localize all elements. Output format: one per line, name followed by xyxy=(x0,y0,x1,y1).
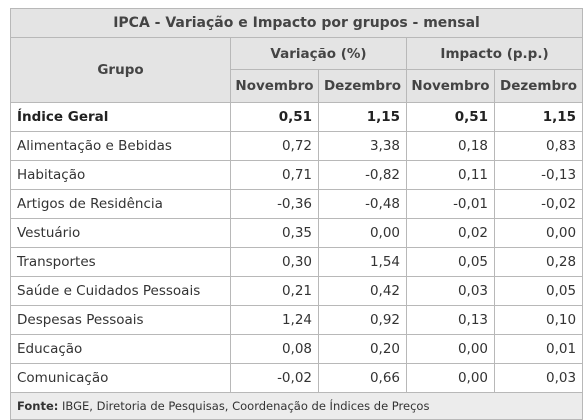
cell-variacao-dezembro: -0,82 xyxy=(318,160,407,190)
row-group-name: Artigos de Residência xyxy=(10,189,231,219)
table-row: Alimentação e Bebidas 0,72 3,38 0,18 0,83 xyxy=(10,131,584,161)
table-row: Artigos de Residência -0,36 -0,48 -0,01 -0,0… xyxy=(10,189,584,219)
table-row: Educação 0,08 0,20 0,00 0,01 xyxy=(10,334,584,364)
table-row: Despesas Pessoais 1,24 0,92 0,13 0,10 xyxy=(10,305,584,335)
cell-impacto-novembro: 0,13 xyxy=(406,305,495,335)
row-group-name: Alimentação e Bebidas xyxy=(10,131,231,161)
cell-variacao-dezembro: 0,42 xyxy=(318,276,407,306)
cell-impacto-dezembro: 0,05 xyxy=(493,276,584,306)
table-footer: Fonte: IBGE, Diretoria de Pesquisas, Coo… xyxy=(9,392,584,420)
cell-variacao-dezembro: 1,54 xyxy=(318,247,407,277)
cell-impacto-dezembro: 0,03 xyxy=(493,363,584,393)
row-group-name: Comunicação xyxy=(10,363,231,393)
header-impacto-dezembro: Dezembro xyxy=(493,69,584,103)
row-group-name: Educação xyxy=(10,334,231,364)
cell-impacto-dezembro: 0,01 xyxy=(493,334,584,364)
row-group-name: Habitação xyxy=(10,160,231,190)
cell-variacao-dezembro: 0,66 xyxy=(318,363,407,393)
row-group-name: Saúde e Cuidados Pessoais xyxy=(10,276,231,306)
cell-impacto-novembro: 0,18 xyxy=(406,131,495,161)
cell-impacto-novembro: 0,00 xyxy=(406,363,495,393)
cell-variacao-dezembro: 0,20 xyxy=(318,334,407,364)
header-impacto: Impacto (p.p.) xyxy=(405,37,584,70)
table-row: Saúde e Cuidados Pessoais 0,21 0,42 0,03 0,0… xyxy=(10,276,584,306)
cell-variacao-novembro: 1,24 xyxy=(230,305,319,335)
table-title: IPCA - Variação e Impacto por grupos - m… xyxy=(9,8,584,38)
header-grupo: Grupo xyxy=(10,37,231,103)
table-row: Comunicação -0,02 0,66 0,00 0,03 xyxy=(10,363,584,393)
cell-impacto-novembro: -0,01 xyxy=(406,189,495,219)
header-variacao-dezembro: Dezembro xyxy=(318,69,407,103)
cell-variacao-dezembro: 1,15 xyxy=(318,102,407,132)
cell-impacto-dezembro: 0,28 xyxy=(493,247,584,277)
cell-impacto-dezembro: 0,83 xyxy=(493,131,584,161)
footer-source: IBGE, Diretoria de Pesquisas, Coordenaçã… xyxy=(58,399,430,413)
cell-impacto-dezembro: -0,02 xyxy=(493,189,584,219)
header-variacao-novembro: Novembro xyxy=(230,69,319,103)
row-group-name: Despesas Pessoais xyxy=(10,305,231,335)
header-impacto-novembro: Novembro xyxy=(406,69,495,103)
cell-variacao-novembro: 0,71 xyxy=(230,160,319,190)
cell-impacto-novembro: 0,05 xyxy=(406,247,495,277)
cell-variacao-novembro: -0,36 xyxy=(230,189,319,219)
table-row: Transportes 0,30 1,54 0,05 0,28 xyxy=(10,247,584,277)
row-group-name: Vestuário xyxy=(10,218,231,248)
ipca-table-container: IPCA - Variação e Impacto por grupos - m… xyxy=(9,8,584,420)
header-variacao: Variação (%) xyxy=(230,37,407,70)
table-row: Habitação 0,71 -0,82 0,11 -0,13 xyxy=(10,160,584,190)
cell-variacao-novembro: 0,72 xyxy=(230,131,319,161)
cell-variacao-novembro: 0,08 xyxy=(230,334,319,364)
cell-impacto-novembro: 0,00 xyxy=(406,334,495,364)
table-body: Índice Geral 0,51 1,15 0,51 1,15 Alimentação … xyxy=(10,102,584,393)
cell-impacto-dezembro: -0,13 xyxy=(493,160,584,190)
row-group-name: Transportes xyxy=(10,247,231,277)
cell-impacto-novembro: 0,03 xyxy=(406,276,495,306)
row-group-name: Índice Geral xyxy=(10,102,231,132)
cell-impacto-dezembro: 0,10 xyxy=(493,305,584,335)
cell-variacao-novembro: 0,30 xyxy=(230,247,319,277)
cell-impacto-novembro: 0,51 xyxy=(406,102,495,132)
cell-variacao-novembro: 0,51 xyxy=(230,102,319,132)
cell-variacao-dezembro: 0,92 xyxy=(318,305,407,335)
cell-variacao-dezembro: -0,48 xyxy=(318,189,407,219)
cell-impacto-novembro: 0,11 xyxy=(406,160,495,190)
cell-variacao-dezembro: 0,00 xyxy=(318,218,407,248)
cell-variacao-dezembro: 3,38 xyxy=(318,131,407,161)
cell-impacto-dezembro: 0,00 xyxy=(493,218,584,248)
footer-label: Fonte: xyxy=(17,399,59,413)
table-row: Vestuário 0,35 0,00 0,02 0,00 xyxy=(10,218,584,248)
cell-variacao-novembro: 0,35 xyxy=(230,218,319,248)
cell-impacto-dezembro: 1,15 xyxy=(493,102,584,132)
cell-variacao-novembro: -0,02 xyxy=(230,363,319,393)
table-row: Índice Geral 0,51 1,15 0,51 1,15 xyxy=(10,102,584,132)
cell-variacao-novembro: 0,21 xyxy=(230,276,319,306)
ipca-table: IPCA - Variação e Impacto por grupos - m… xyxy=(9,8,584,420)
cell-impacto-novembro: 0,02 xyxy=(406,218,495,248)
